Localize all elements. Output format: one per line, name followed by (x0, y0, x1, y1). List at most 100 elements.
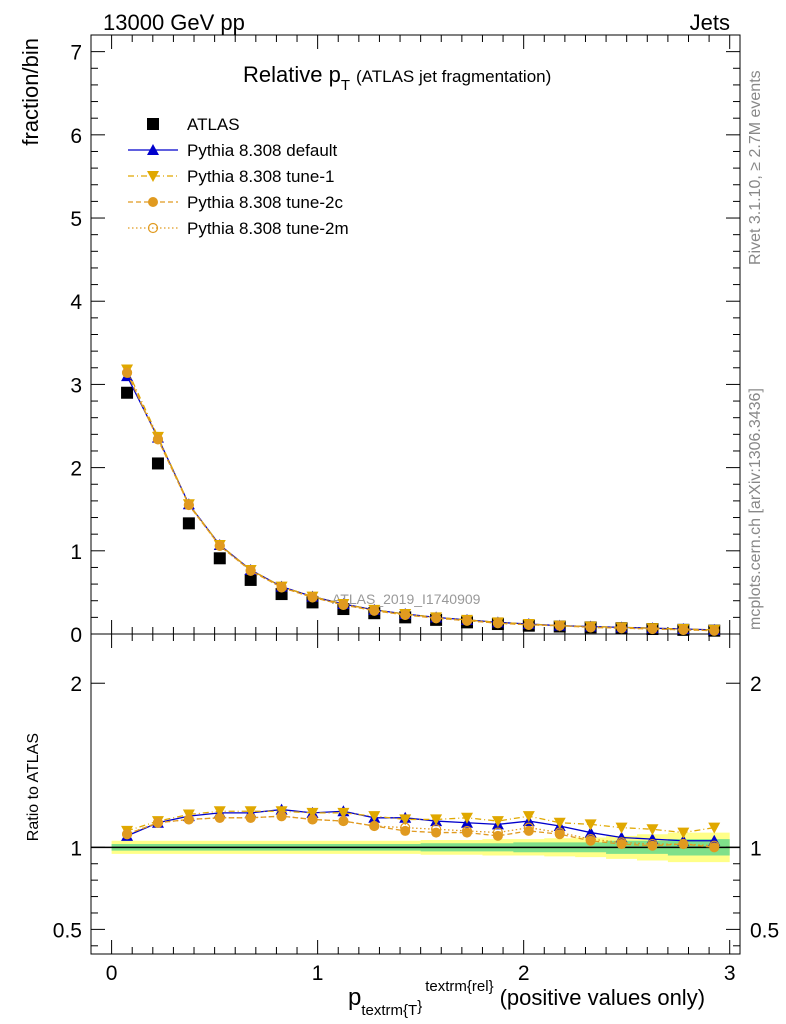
legend-marker (147, 222, 159, 234)
ratio-point-s1 (461, 812, 474, 824)
ratio-point-s2 (214, 812, 225, 823)
ratio-point-s1 (677, 827, 690, 839)
main-ytick-label: 4 (70, 291, 82, 314)
ratio-point-s3 (492, 827, 504, 838)
ratio-y-axis: 0.5 0.5 1 1 2 2 (53, 673, 779, 947)
ratio-point-s3 (616, 837, 627, 848)
ratio-point-s3 (678, 838, 689, 850)
legend-label: Pythia 8.308 tune-1 (187, 167, 334, 186)
main-ytick-label: 1 (70, 541, 82, 564)
main-ylabel: fraction/bin (18, 38, 43, 146)
main-point-s4 (647, 623, 658, 635)
main-point-s3 (523, 619, 534, 630)
main-ytick-label: 5 (70, 208, 82, 231)
process-label: Jets (690, 10, 730, 35)
main-point-s4 (245, 565, 256, 576)
x-tick-label: 2 (518, 962, 530, 985)
main-point-s4 (338, 599, 349, 610)
rivet-label: Rivet 3.1.10, ≥ 2.7M events (747, 70, 764, 265)
main-point-s3 (554, 620, 565, 631)
main-point-s4 (678, 624, 689, 635)
ratio-ytick-label-right: 1 (750, 837, 762, 860)
ratio-frame (90, 633, 741, 955)
main-ytick-label: 7 (70, 42, 82, 65)
ratio-point-s3 (709, 840, 720, 851)
legend: ATLAS Pythia 8.308 default Pythia 8.308 tu… (128, 115, 349, 238)
main-point-s4 (616, 623, 627, 634)
main-point-s3 (616, 623, 627, 634)
ratio-point-s3 (461, 825, 473, 837)
ratio-point-s1 (646, 824, 659, 836)
legend-marker (148, 197, 158, 207)
ratio-point-s0 (708, 834, 721, 846)
main-point-s4 (183, 499, 194, 511)
ratio-point-s0 (584, 826, 597, 838)
ratio-point-s2 (307, 814, 318, 825)
main-point-s4 (307, 592, 318, 603)
main-point-s4 (121, 367, 133, 378)
main-point-s3 (369, 605, 380, 616)
ratio-ytick-label-left: 2 (70, 673, 82, 696)
main-point-s4 (276, 582, 287, 593)
main-ytick-label: 2 (70, 458, 82, 481)
ratio-point-s1 (368, 811, 381, 823)
ratio-point-s0 (646, 833, 659, 845)
ratio-point-s3 (585, 834, 596, 845)
ratio-point-s2 (431, 827, 442, 838)
ratio-point-s1 (522, 811, 535, 823)
ratio-ytick-label-left: 0.5 (53, 919, 82, 942)
ratio-point-s1 (553, 817, 566, 829)
ratio-point-s1 (244, 806, 257, 818)
ratio-point-s2 (338, 816, 349, 827)
ratio-point-s3 (369, 820, 380, 832)
main-point-s3 (492, 618, 503, 629)
main-point-s4 (369, 605, 380, 616)
ratio-point-s2 (523, 825, 534, 836)
ratio-point-s1 (213, 806, 226, 818)
ratio-series-group (121, 803, 721, 853)
ratio-point-s3 (276, 811, 287, 822)
main-ytick-label: 3 (70, 374, 82, 397)
main-point-s4 (461, 615, 473, 626)
ratio-ylabel: Ratio to ATLAS (25, 733, 42, 841)
ratio-point-s1 (306, 807, 319, 819)
main-y-axis: 0 1 2 3 4 5 6 7 (70, 34, 740, 647)
ratio-point-s1 (615, 822, 628, 834)
ratio-point-s3 (431, 824, 442, 835)
ratio-point-s1 (337, 807, 350, 819)
main-ytick-label: 0 (70, 624, 82, 647)
legend-label: Pythia 8.308 default (187, 141, 338, 160)
legend-label: Pythia 8.308 tune-2c (187, 193, 343, 212)
x-tick-label: 3 (724, 962, 736, 985)
main-point-s4 (585, 622, 596, 633)
main-point-s4 (152, 434, 164, 445)
legend-label: ATLAS (187, 115, 240, 134)
ratio-point-s3 (307, 814, 318, 825)
ratio-point-s2 (369, 821, 380, 831)
main-point-s0 (121, 386, 134, 399)
main-point-s3 (276, 582, 287, 593)
main-ytick-label: 6 (70, 125, 82, 148)
ratio-point-s3 (554, 827, 565, 838)
main-point-s4 (492, 618, 504, 629)
ratio-ytick-label-right: 2 (750, 673, 762, 696)
main-series-group (121, 364, 721, 637)
ratio-point-s1 (584, 819, 597, 831)
ratio-point-s3 (152, 817, 164, 828)
main-point-s4 (400, 609, 411, 620)
main-point-s0 (182, 517, 195, 530)
ratio-point-s2 (492, 830, 503, 841)
ratio-point-s1 (708, 822, 721, 834)
ratio-point-s2 (400, 825, 411, 836)
legend-marker (147, 118, 159, 130)
main-point-s0 (151, 457, 164, 470)
ratio-point-s2 (245, 812, 256, 823)
ratio-uncertainty-bands (91, 832, 740, 863)
main-point-s4 (214, 540, 225, 551)
ratio-series-line-3 (126, 815, 715, 847)
ratio-point-s3 (121, 829, 133, 840)
main-point-s3 (678, 624, 689, 635)
ratio-point-s3 (214, 812, 225, 823)
main-point-s3 (647, 624, 658, 635)
